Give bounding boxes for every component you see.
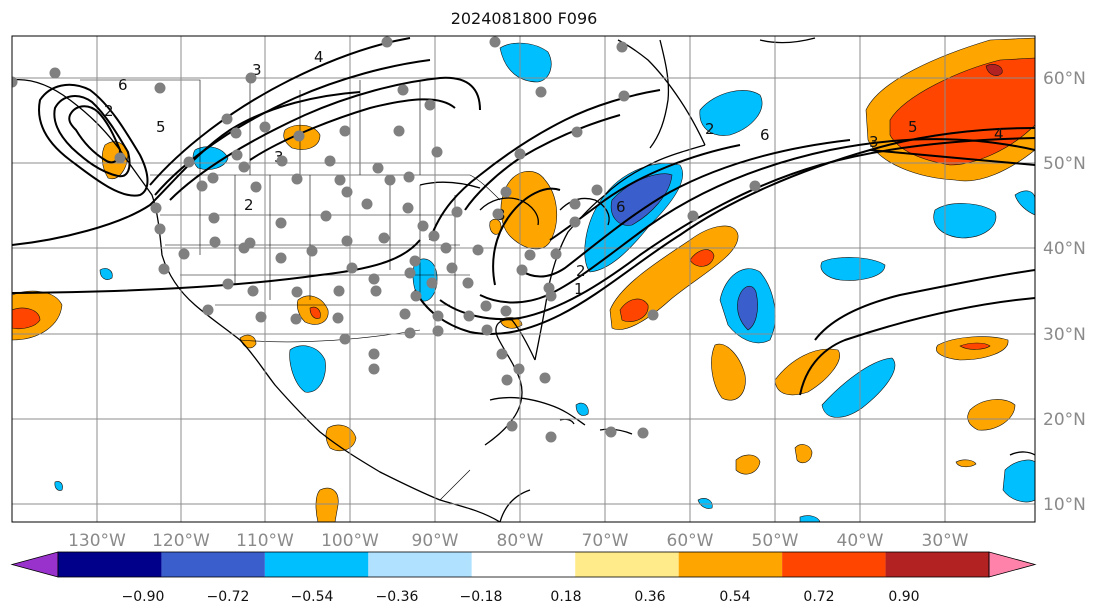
contour-label: 2 (576, 262, 586, 280)
colorbar-extend-high (988, 551, 1037, 578)
coastlines (12, 37, 1035, 522)
contour-label: 1 (574, 280, 584, 298)
lat-label: 10°N (1043, 495, 1086, 515)
station-markers (12, 36, 761, 443)
contour-label: 2 (244, 196, 254, 214)
lon-label: 110°W (236, 531, 294, 551)
colorbar-segment (161, 552, 265, 577)
contour-label: 6 (616, 198, 626, 216)
contour-label: 2 (104, 102, 114, 120)
contour-label: 3 (869, 133, 879, 151)
contour-label: 5 (908, 118, 918, 136)
lat-label: 60°N (1043, 69, 1086, 89)
colorbar-tick-label: −0.54 (291, 589, 334, 605)
colorbar-segment (575, 552, 679, 577)
colorbar-tick-label: 0.36 (634, 589, 665, 605)
lon-label: 120°W (152, 531, 210, 551)
colorbar (10, 551, 1037, 578)
lon-label: 40°W (837, 531, 884, 551)
contour-label: 5 (156, 118, 166, 136)
lon-label: 60°W (667, 531, 714, 551)
contour-label: 6 (118, 76, 128, 94)
lat-label: 20°N (1043, 410, 1086, 430)
colorbar-segment (264, 552, 369, 577)
colorbar-tick-label: −0.36 (376, 589, 419, 605)
lon-label: 30°W (922, 531, 969, 551)
colorbar-tick-label: 0.90 (888, 589, 919, 605)
colorbar-segment (885, 552, 989, 577)
colorbar-extend-low (10, 551, 59, 578)
contour-label: 6 (760, 126, 770, 144)
lat-label: 40°N (1043, 239, 1086, 259)
colorbar-ticks: −0.90 −0.72 −0.54 −0.36 −0.18 0.18 0.36 … (122, 589, 920, 605)
colorbar-tick-label: 0.54 (719, 589, 750, 605)
lon-label: 70°W (582, 531, 629, 551)
colorbar-tick-label: 0.72 (803, 589, 834, 605)
colorbar-segment (58, 552, 162, 577)
colorbar-segment (368, 552, 472, 577)
contour-label: 4 (314, 48, 324, 66)
lat-label: 50°N (1043, 154, 1086, 174)
longitude-labels: 130°W 120°W 110°W 100°W 90°W 80°W 70°W 6… (68, 531, 969, 551)
lon-label: 130°W (68, 531, 126, 551)
colorbar-tick-label: 0.18 (550, 589, 581, 605)
latitude-labels: 60°N 50°N 40°N 30°N 20°N 10°N (1043, 69, 1086, 515)
colorbar-frame (57, 551, 990, 578)
lat-label: 30°N (1043, 325, 1086, 345)
colorbar-segment (782, 552, 886, 577)
colorbar-tick-label: −0.18 (460, 589, 503, 605)
map-title: 2024081800 F096 (450, 9, 598, 28)
colorbar-tick-label: −0.72 (207, 589, 250, 605)
map-frame (11, 35, 1036, 523)
contour-label: 3 (252, 61, 262, 79)
contour-label: 4 (994, 125, 1004, 143)
lon-label: 100°W (321, 531, 379, 551)
lon-label: 50°W (752, 531, 799, 551)
lon-label: 80°W (497, 531, 544, 551)
colorbar-tick-label: −0.90 (122, 589, 165, 605)
map-area: 4 3 6 3 2 5 6 2 3 5 4 6 2 3 1 2 (12, 36, 1035, 522)
shaded-fields (12, 37, 1035, 522)
lon-label: 90°W (412, 531, 459, 551)
contour-label: 2 (705, 120, 715, 138)
colorbar-segment (471, 552, 576, 577)
colorbar-segment (678, 552, 783, 577)
